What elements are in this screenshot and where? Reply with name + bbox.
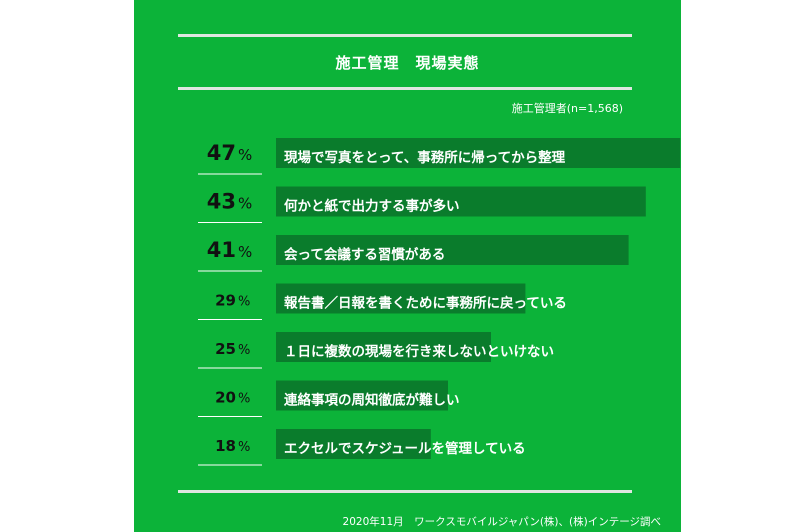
chart-title: 施工管理 現場実態 <box>335 54 480 72</box>
value-label-2: 43 <box>207 190 236 214</box>
bar-5 <box>276 332 491 362</box>
bar-3 <box>276 235 629 265</box>
value-unit-2: % <box>238 195 252 213</box>
value-unit-3: % <box>238 243 252 261</box>
value-label-7: 18 <box>215 437 236 455</box>
sample-size-note: 施工管理者(n=1,568) <box>511 102 623 115</box>
category-label-7: エクセルでスケジュールを管理している <box>284 440 526 457</box>
value-unit-1: % <box>238 146 252 164</box>
category-label-4: 報告書／日報を書くために事務所に戻っている <box>284 295 567 312</box>
category-label-6: 連絡事項の周知徹底が難しい <box>284 392 460 409</box>
bar-6 <box>276 380 448 411</box>
bar-7 <box>276 429 431 459</box>
value-label-5: 25 <box>215 340 236 358</box>
value-unit-7: % <box>238 440 250 455</box>
chart-panel: 施工管理 現場実態 施工管理者(n=1,568) 47% 現場で写真をとって、事務… <box>134 0 681 532</box>
value-unit-4: % <box>238 295 250 310</box>
value-label-6: 20 <box>215 389 236 407</box>
category-label-3: 会って会議する習慣がある <box>284 246 445 263</box>
category-label-1: 現場で写真をとって、事務所に帰ってから整理 <box>284 149 566 166</box>
value-label-1: 47 <box>207 141 236 165</box>
value-unit-5: % <box>238 343 250 358</box>
bar-2 <box>276 186 646 217</box>
top-divider <box>178 34 632 37</box>
bottom-divider <box>178 490 632 493</box>
category-label-2: 何かと紙で出力する事が多い <box>284 198 460 215</box>
value-unit-6: % <box>238 392 250 407</box>
value-label-4: 29 <box>215 292 236 310</box>
category-label-5: １日に複数の現場を行き来しないといけない <box>284 343 554 360</box>
bar-1 <box>276 138 681 168</box>
bar-4 <box>276 283 526 314</box>
title-divider <box>178 87 632 90</box>
value-label-3: 41 <box>207 238 236 262</box>
bar-chart: 47% 現場で写真をとって、事務所に帰ってから整理 43% 何かと紙で出力する事が多い… <box>198 138 681 466</box>
source-note: 2020年11月 ワークスモバイルジャパン(株)、(株)インテージ調べ <box>342 516 661 528</box>
